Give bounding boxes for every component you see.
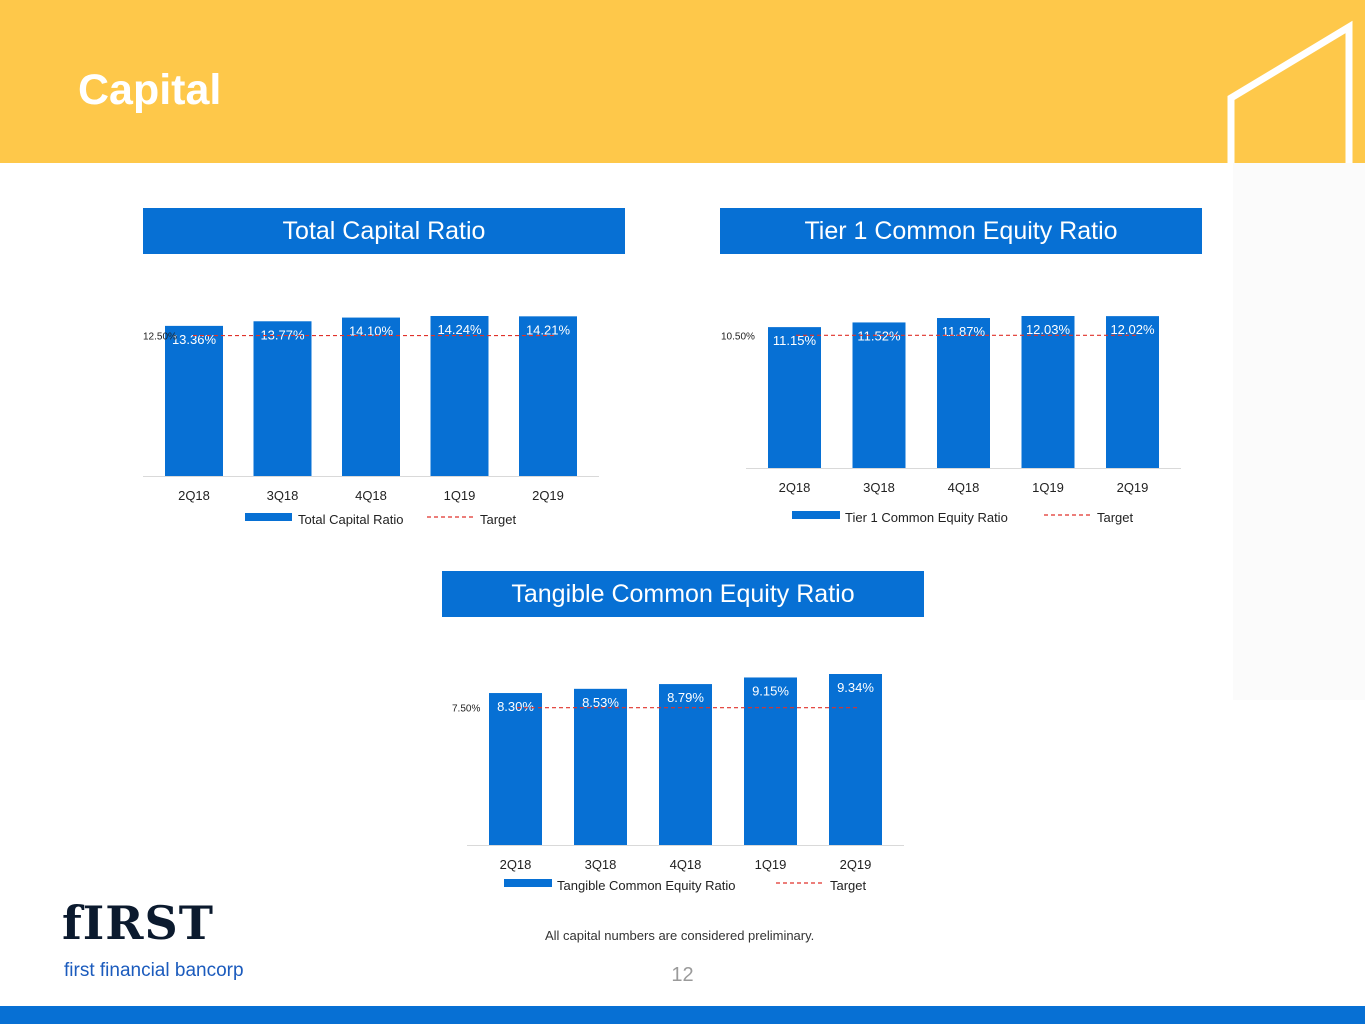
bar-value-label: 8.79% (667, 690, 704, 705)
page-number: 12 (671, 964, 694, 986)
bar-value-label: 12.02% (1110, 322, 1155, 337)
bar (253, 321, 312, 476)
bar (659, 684, 712, 845)
legend-series-label: Tier 1 Common Equity Ratio (845, 510, 1008, 525)
category-label: 1Q19 (444, 488, 476, 503)
first-logo: fIRST (62, 896, 214, 950)
legend-target-label: Target (480, 512, 517, 527)
right-decor-panel (1233, 163, 1365, 700)
bar (852, 322, 906, 468)
category-label: 2Q19 (840, 857, 872, 872)
bar-value-label: 14.10% (349, 324, 394, 339)
bar-value-label: 8.53% (582, 695, 619, 710)
company-name: first financial bancorp (64, 960, 244, 981)
bar (937, 318, 990, 468)
footnote: All capital numbers are considered preli… (545, 928, 815, 943)
bar (829, 674, 882, 845)
target-value-label: 10.50% (721, 331, 755, 342)
bar (489, 693, 542, 845)
category-label: 2Q18 (500, 857, 532, 872)
bar-value-label: 11.87% (942, 324, 986, 339)
total-capital-ratio-header: Total Capital Ratio (143, 208, 625, 254)
house-outline-decor (1227, 20, 1353, 163)
category-label: 1Q19 (1032, 480, 1064, 495)
bar-value-label: 12.03% (1026, 322, 1071, 337)
category-label: 2Q18 (779, 480, 811, 495)
page-title: Capital (78, 66, 222, 114)
bar-value-label: 11.52% (857, 328, 901, 343)
category-label: 4Q18 (948, 480, 980, 495)
category-label: 4Q18 (670, 857, 702, 872)
category-label: 2Q19 (532, 488, 564, 503)
target-value-label: 7.50% (452, 704, 480, 715)
category-label: 2Q18 (178, 488, 210, 503)
bar (574, 688, 627, 845)
bar (519, 316, 577, 476)
legend-series-swatch (504, 879, 552, 887)
category-label: 3Q18 (863, 480, 895, 495)
bar (768, 327, 821, 468)
category-label: 3Q18 (267, 488, 299, 503)
bar-value-label: 8.30% (497, 699, 534, 714)
legend-target-label: Target (830, 878, 867, 893)
bar (342, 317, 400, 476)
bar-value-label: 13.36% (172, 332, 217, 347)
category-label: 1Q19 (755, 857, 787, 872)
bar (1021, 316, 1075, 468)
legend-series-swatch (245, 513, 292, 521)
legend-series-swatch (792, 511, 840, 519)
legend-target-label: Target (1097, 510, 1134, 525)
bar (1106, 316, 1159, 468)
category-label: 2Q19 (1117, 480, 1149, 495)
legend-series-label: Tangible Common Equity Ratio (557, 878, 735, 893)
bar (430, 316, 489, 476)
legend-series-label: Total Capital Ratio (298, 512, 404, 527)
bar-value-label: 14.24% (437, 322, 482, 337)
bar-value-label: 14.21% (526, 322, 571, 337)
bar (744, 677, 797, 845)
category-label: 3Q18 (585, 857, 617, 872)
header-banner (0, 0, 1365, 163)
tier1-ratio-header: Tier 1 Common Equity Ratio (720, 208, 1202, 254)
bar-value-label: 9.15% (752, 683, 789, 698)
tce-ratio-header: Tangible Common Equity Ratio (442, 571, 924, 617)
bar-value-label: 11.15% (773, 333, 817, 348)
bar-value-label: 9.34% (837, 680, 874, 695)
bar (165, 325, 223, 476)
footer-bar (0, 1006, 1365, 1024)
bar-value-label: 13.77% (260, 327, 305, 342)
target-value-label: 12.50% (143, 332, 177, 343)
category-label: 4Q18 (355, 488, 387, 503)
